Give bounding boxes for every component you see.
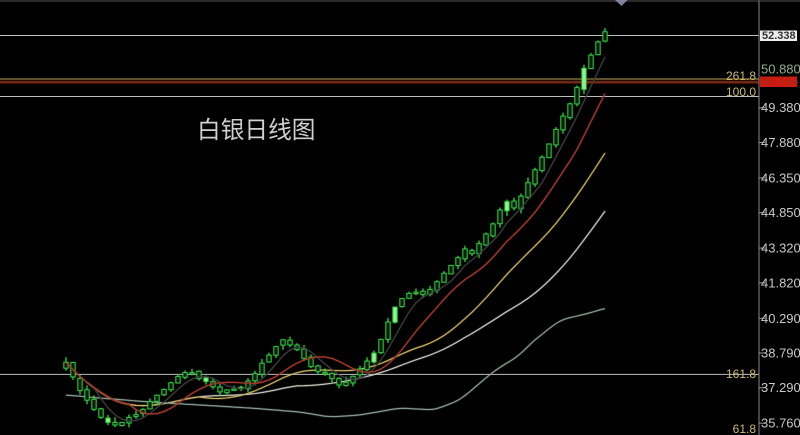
svg-text:44.850: 44.850 (761, 205, 800, 220)
svg-text:35.760: 35.760 (761, 416, 800, 431)
svg-text:47.880: 47.880 (761, 135, 800, 150)
svg-text:49.380: 49.380 (761, 100, 800, 115)
svg-text:46.350: 46.350 (761, 170, 800, 185)
svg-text:100.0: 100.0 (726, 85, 756, 99)
svg-text:261.8: 261.8 (726, 69, 756, 83)
svg-text:41.820: 41.820 (761, 275, 800, 290)
svg-text:38.790: 38.790 (761, 346, 800, 361)
svg-text:61.8: 61.8 (733, 422, 757, 435)
svg-text:43.320: 43.320 (761, 241, 800, 256)
svg-text:40.290: 40.290 (761, 311, 800, 326)
svg-text:52.338: 52.338 (762, 30, 796, 42)
svg-text:白银日线图: 白银日线图 (197, 117, 315, 144)
svg-text:37.290: 37.290 (761, 380, 800, 395)
svg-text:50.454: 50.454 (762, 74, 799, 88)
svg-text:161.8: 161.8 (726, 367, 756, 381)
